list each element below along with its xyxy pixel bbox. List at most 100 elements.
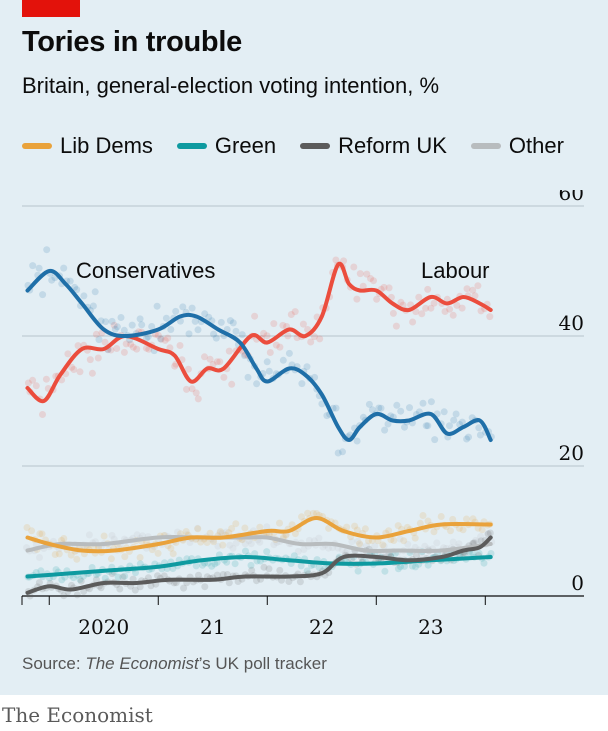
poll-dot	[216, 529, 224, 537]
poll-dot	[263, 358, 271, 366]
poll-dot	[354, 567, 362, 575]
poll-dot	[381, 426, 389, 434]
poll-dot	[471, 292, 479, 300]
poll-dot	[154, 331, 162, 339]
poll-dot	[424, 561, 432, 569]
poll-dot	[477, 537, 485, 545]
poll-dot	[148, 546, 156, 554]
poll-dot	[397, 298, 405, 306]
poll-dot	[472, 536, 480, 544]
poll-dot	[110, 321, 118, 329]
poll-dot	[397, 407, 405, 415]
poll-dot	[35, 579, 43, 587]
poll-dot	[86, 356, 94, 364]
poll-dot	[463, 435, 471, 443]
poll-dot	[419, 512, 427, 519]
poll-dot	[343, 523, 351, 531]
poll-dot	[191, 317, 199, 325]
poll-dot	[465, 433, 472, 441]
poll-dot	[284, 332, 292, 340]
poll-dot	[225, 347, 233, 355]
legend-label-reform-uk: Reform UK	[338, 133, 447, 158]
poll-dot	[288, 521, 296, 529]
poll-dot	[76, 576, 84, 583]
poll-dot	[389, 309, 397, 317]
poll-dot	[219, 571, 227, 578]
poll-dot	[111, 325, 119, 333]
poll-dot	[223, 558, 231, 566]
poll-dot	[174, 528, 181, 536]
poll-dot	[212, 334, 220, 342]
poll-dot	[142, 344, 150, 352]
poll-dot	[453, 301, 461, 309]
poll-dot	[291, 530, 299, 538]
poll-dot	[183, 385, 190, 393]
poll-dot	[92, 330, 100, 338]
poll-dot	[385, 527, 393, 535]
poll-dot	[171, 362, 179, 370]
poll-dot	[234, 578, 242, 585]
poll-dot	[351, 522, 359, 530]
poll-dot	[192, 389, 200, 397]
poll-dot	[422, 422, 430, 430]
poll-dot	[424, 285, 432, 293]
poll-dot	[365, 400, 373, 408]
poll-dot	[85, 531, 93, 539]
legend-swatch-green	[176, 143, 207, 149]
poll-dot	[68, 581, 75, 589]
poll-dot	[180, 584, 188, 592]
poll-dot	[265, 565, 273, 573]
poll-dot	[477, 533, 485, 540]
poll-dot	[474, 538, 482, 546]
poll-dot	[304, 509, 312, 517]
poll-dot	[478, 526, 486, 534]
poll-dot	[226, 317, 234, 325]
chart-title: Tories in trouble	[22, 26, 242, 58]
poll-dot	[356, 540, 363, 548]
annotation-conservatives: Conservatives	[76, 258, 215, 283]
poll-dot	[24, 379, 32, 387]
poll-dot	[42, 375, 50, 383]
poll-dot	[427, 398, 435, 406]
poll-dot	[290, 552, 298, 560]
poll-dot	[449, 311, 457, 319]
poll-dot	[194, 525, 202, 533]
poll-dot	[359, 282, 367, 290]
poll-dot	[332, 256, 340, 264]
series-line-conservatives	[25, 268, 493, 442]
poll-dot	[380, 542, 388, 550]
poll-dot	[463, 515, 470, 523]
poll-dot	[179, 303, 187, 311]
poll-dot	[263, 332, 271, 340]
poll-dot	[39, 411, 46, 418]
poll-dot	[194, 524, 201, 532]
poll-dot	[206, 355, 214, 363]
poll-dot	[300, 546, 308, 553]
poll-dot	[194, 326, 202, 334]
poll-dot	[409, 318, 417, 326]
poll-dot	[396, 535, 404, 543]
poll-dot	[206, 529, 214, 537]
poll-dot	[256, 523, 264, 531]
poll-dot	[393, 401, 401, 409]
poll-dot	[416, 519, 424, 527]
poll-dot	[157, 335, 165, 343]
series-line-green	[25, 555, 493, 579]
poll-dot	[192, 562, 200, 570]
poll-dot	[263, 548, 271, 556]
poll-dot	[427, 304, 435, 312]
poll-dot	[381, 567, 389, 575]
poll-dot	[474, 282, 482, 290]
poll-dot	[443, 295, 451, 303]
poll-dot	[394, 565, 402, 573]
poll-dot	[285, 349, 293, 357]
poll-dot	[210, 538, 218, 546]
legend-item-lib-dems: Lib Dems	[22, 133, 153, 159]
poll-dot	[339, 448, 346, 456]
poll-dot	[60, 264, 68, 272]
poll-dot	[225, 529, 233, 537]
poll-dot	[463, 285, 471, 293]
poll-dot	[415, 293, 423, 301]
poll-dot	[241, 524, 249, 532]
legend-swatch-other	[470, 143, 501, 149]
